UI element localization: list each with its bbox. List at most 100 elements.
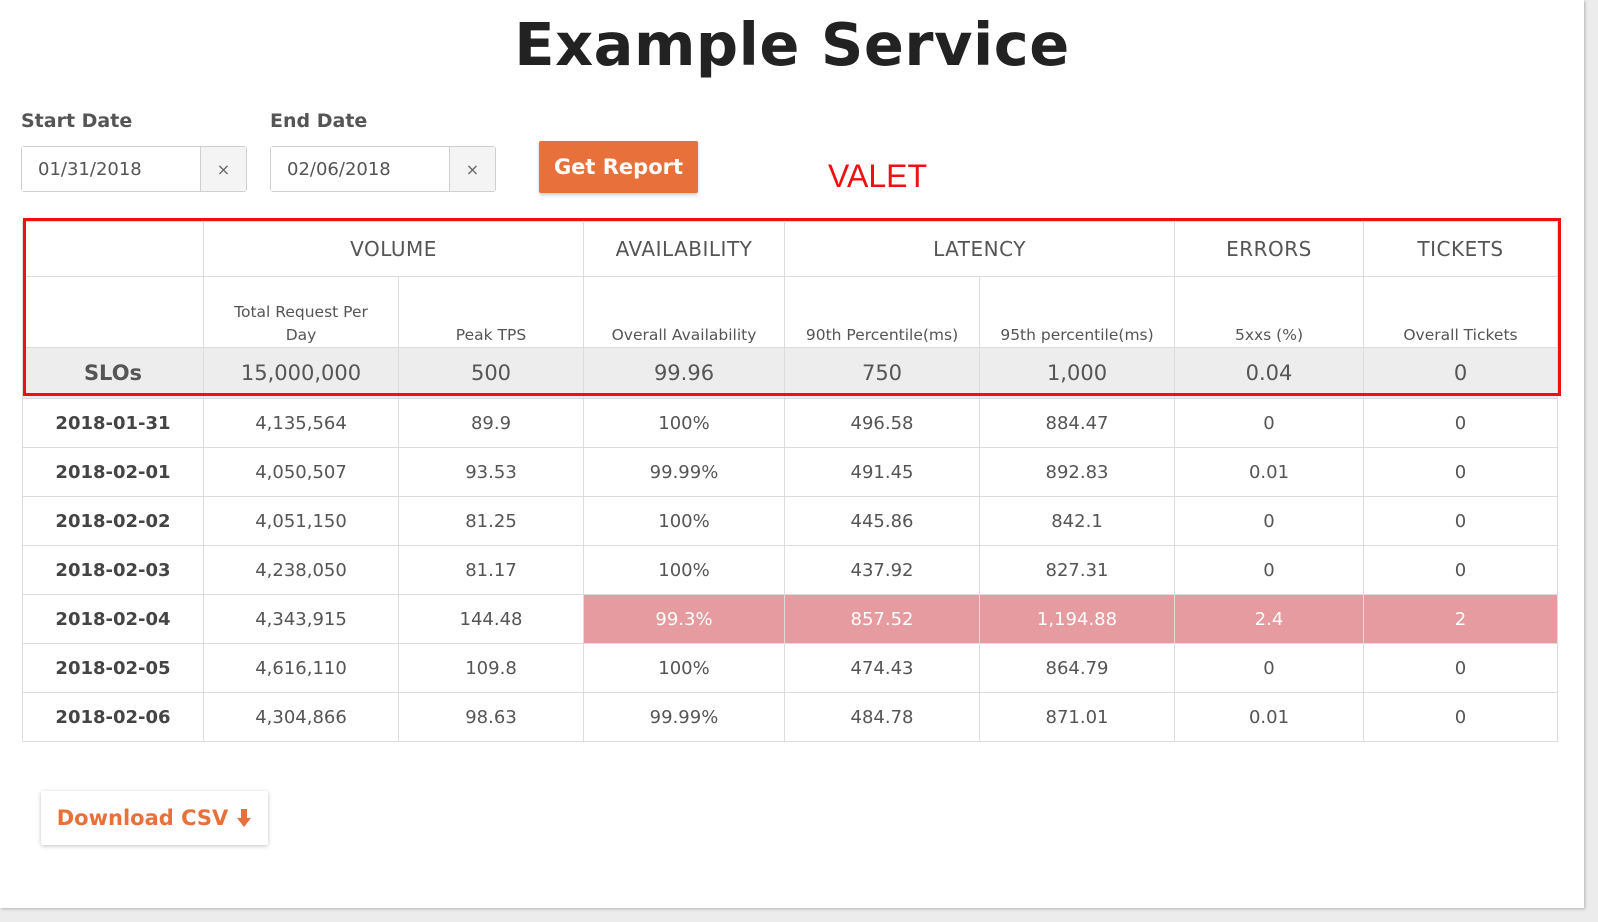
table-cell: 0: [1174, 398, 1364, 448]
column-header: Total Request Per Day: [203, 276, 399, 348]
get-report-button[interactable]: Get Report: [539, 141, 698, 193]
start-date-input[interactable]: [22, 147, 200, 191]
table-cell: 4,304,866: [203, 692, 399, 742]
table-cell: 4,135,564: [203, 398, 399, 448]
clear-icon: ×: [216, 159, 231, 179]
row-date: 2018-02-06: [22, 692, 204, 742]
table-cell: 144.48: [398, 594, 584, 644]
valet-annotation: VALET: [828, 158, 927, 194]
table-cell: 81.17: [398, 545, 584, 595]
row-date: 2018-02-01: [22, 447, 204, 497]
page-title: Example Service: [514, 10, 1070, 79]
table-row: 2018-02-05 4,616,110 109.8 100% 474.43 864.79…: [22, 643, 1558, 693]
slo-value: 750: [784, 347, 980, 399]
table-cell: 484.78: [784, 692, 980, 742]
table-cell: 2: [1363, 594, 1558, 644]
slo-value: 99.96: [583, 347, 785, 399]
table-cell: 0: [1174, 496, 1364, 546]
group-header-availability: AVAILABILITY: [583, 221, 785, 277]
slo-row: SLOs 15,000,000 500 99.96 750 1,000 0.04…: [22, 347, 1558, 399]
table-cell: 0.01: [1174, 692, 1364, 742]
column-header-row: Total Request Per Day Peak TPS Overall A…: [22, 276, 1558, 348]
table-row: 2018-02-06 4,304,866 98.63 99.99% 484.78 871.…: [22, 692, 1558, 742]
clear-icon: ×: [465, 159, 480, 179]
table-cell: 884.47: [979, 398, 1175, 448]
end-date-picker: ×: [270, 146, 496, 192]
table-cell: 4,616,110: [203, 643, 399, 693]
table-row: 2018-02-03 4,238,050 81.17 100% 437.92 827.31…: [22, 545, 1558, 595]
table-cell: 842.1: [979, 496, 1175, 546]
start-date-label: Start Date: [21, 110, 133, 132]
table-cell: 100%: [583, 398, 785, 448]
group-header-latency: LATENCY: [784, 221, 1175, 277]
corner-cell: [22, 276, 204, 348]
column-header: 95th percentile(ms): [979, 276, 1175, 348]
report-table: VOLUME AVAILABILITY LATENCY ERRORS TICKE…: [22, 221, 1558, 742]
group-header-row: VOLUME AVAILABILITY LATENCY ERRORS TICKE…: [22, 221, 1558, 277]
start-date-clear-button[interactable]: ×: [200, 147, 246, 191]
slo-value: 0.04: [1174, 347, 1364, 399]
start-date-picker: ×: [21, 146, 247, 192]
table-row: 2018-02-01 4,050,507 93.53 99.99% 491.45 892.…: [22, 447, 1558, 497]
table-cell: 827.31: [979, 545, 1175, 595]
table-cell: 100%: [583, 496, 785, 546]
download-csv-button[interactable]: Download CSV: [41, 791, 268, 845]
slo-value: 1,000: [979, 347, 1175, 399]
table-cell: 864.79: [979, 643, 1175, 693]
table-cell: 81.25: [398, 496, 584, 546]
table-cell: 4,343,915: [203, 594, 399, 644]
table-cell: 0: [1363, 643, 1558, 693]
table-cell: 109.8: [398, 643, 584, 693]
table-cell: 496.58: [784, 398, 980, 448]
row-date: 2018-02-02: [22, 496, 204, 546]
end-date-label: End Date: [270, 110, 368, 132]
table-cell: 99.99%: [583, 447, 785, 497]
slo-value: 15,000,000: [203, 347, 399, 399]
table-cell: 0: [1363, 545, 1558, 595]
column-header: 5xxs (%): [1174, 276, 1364, 348]
table-cell: 474.43: [784, 643, 980, 693]
report-page: Example Service Start Date × End Date × …: [0, 0, 1584, 908]
table-cell: 4,050,507: [203, 447, 399, 497]
table-cell: 0.01: [1174, 447, 1364, 497]
slo-value: 0: [1363, 347, 1558, 399]
table-cell: 99.99%: [583, 692, 785, 742]
table-cell: 98.63: [398, 692, 584, 742]
table-cell: 871.01: [979, 692, 1175, 742]
table-row: 2018-02-04 4,343,915 144.48 99.3% 857.52 1,19…: [22, 594, 1558, 644]
table-cell: 1,194.88: [979, 594, 1175, 644]
end-date-input[interactable]: [271, 147, 449, 191]
row-date: 2018-02-04: [22, 594, 204, 644]
table-cell: 0: [1363, 398, 1558, 448]
table-cell: 100%: [583, 545, 785, 595]
table-cell: 857.52: [784, 594, 980, 644]
table-row: 2018-01-31 4,135,564 89.9 100% 496.58 884.47 0…: [22, 398, 1558, 448]
table-cell: 437.92: [784, 545, 980, 595]
group-header-volume: VOLUME: [203, 221, 584, 277]
slo-label: SLOs: [22, 347, 204, 399]
table-cell: 4,051,150: [203, 496, 399, 546]
group-header-tickets: TICKETS: [1363, 221, 1558, 277]
table-cell: 99.3%: [583, 594, 785, 644]
table-cell: 0: [1174, 545, 1364, 595]
table-cell: 0: [1363, 692, 1558, 742]
slo-value: 500: [398, 347, 584, 399]
table-cell: 0: [1363, 447, 1558, 497]
end-date-clear-button[interactable]: ×: [449, 147, 495, 191]
table-cell: 445.86: [784, 496, 980, 546]
column-header: Peak TPS: [398, 276, 584, 348]
corner-cell: [22, 221, 204, 277]
table-cell: 100%: [583, 643, 785, 693]
column-header: Overall Availability: [583, 276, 785, 348]
table-cell: 0: [1174, 643, 1364, 693]
row-date: 2018-01-31: [22, 398, 204, 448]
table-cell: 93.53: [398, 447, 584, 497]
table-cell: 491.45: [784, 447, 980, 497]
table-cell: 89.9: [398, 398, 584, 448]
row-date: 2018-02-03: [22, 545, 204, 595]
download-arrow-icon: [237, 809, 252, 827]
column-header: 90th Percentile(ms): [784, 276, 980, 348]
table-row: 2018-02-02 4,051,150 81.25 100% 445.86 842.1 0…: [22, 496, 1558, 546]
table-cell: 0: [1363, 496, 1558, 546]
download-csv-label: Download CSV: [56, 806, 229, 830]
